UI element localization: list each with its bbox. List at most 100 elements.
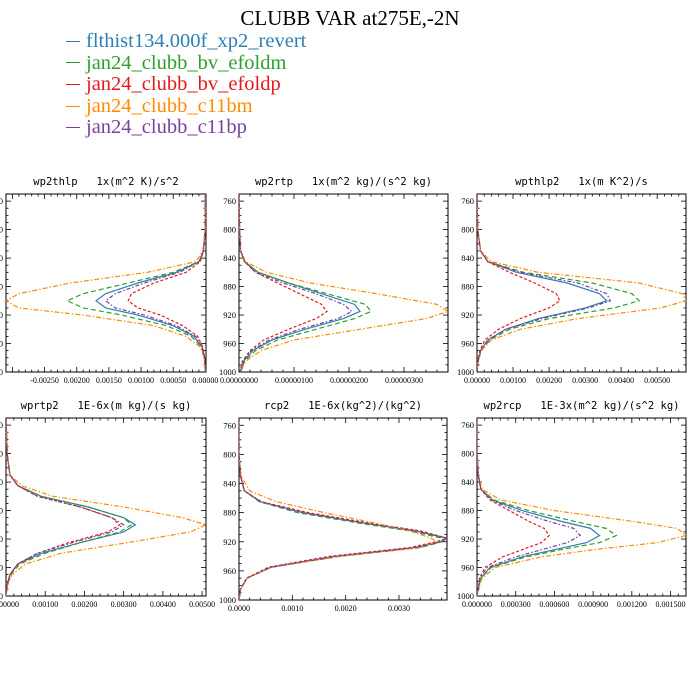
series-line xyxy=(6,418,133,596)
legend: flthist134.000f_xp2_revert jan24_clubb_bv… xyxy=(66,30,307,139)
x-tick-label: 0.00100 xyxy=(500,376,526,385)
plot-frame xyxy=(238,417,448,601)
plot-frame xyxy=(5,193,207,373)
y-tick-label: 840 xyxy=(223,479,236,489)
y-tick-label: 760 xyxy=(0,420,3,430)
panel-title: rcp2 1E-6x(kg^2)/(kg^2) xyxy=(264,400,422,412)
x-tick-label: 0.00000 xyxy=(464,376,490,385)
y-tick-label: 880 xyxy=(223,282,236,292)
legend-label: jan24_clubb_c11bm xyxy=(86,94,253,117)
x-tick-label: 0.001500 xyxy=(656,600,686,609)
x-tick-label: 0.00000 xyxy=(192,376,218,385)
legend-item: jan24_clubb_bv_efoldp xyxy=(66,73,306,96)
legend-line-icon xyxy=(66,40,80,42)
x-tick-label: 0.00200 xyxy=(71,600,97,609)
series-line xyxy=(239,194,361,372)
series-line xyxy=(239,194,353,372)
x-tick-label: 0.00300 xyxy=(572,376,598,385)
x-tick-label: 0.00200 xyxy=(536,376,562,385)
y-tick-label: 800 xyxy=(0,449,3,459)
x-tick-label: 0.00000200 xyxy=(330,376,368,385)
x-tick-label: 0.00500 xyxy=(189,600,215,609)
y-tick-label: 800 xyxy=(461,449,474,459)
x-tick-label: 0.00000000 xyxy=(220,376,258,385)
series-line xyxy=(239,418,447,600)
y-tick-label: 760 xyxy=(461,420,474,430)
legend-item: flthist134.000f_xp2_revert xyxy=(66,30,307,53)
y-tick-label: 1000 xyxy=(219,367,236,377)
y-tick-label: 960 xyxy=(0,339,3,349)
chart-panel: wprtp2 1E-6x(m kg)/(s kg) 760 800 840 880 920… xyxy=(0,400,215,609)
series-line xyxy=(477,194,608,372)
x-tick-label: 0.00400 xyxy=(608,376,634,385)
x-tick-label: 0.00300 xyxy=(111,600,137,609)
y-tick-label: 840 xyxy=(0,253,3,263)
y-tick-label: 960 xyxy=(223,566,236,576)
x-tick-label: 0.0000 xyxy=(228,604,250,613)
x-tick-label: 0.00100 xyxy=(128,376,154,385)
y-tick-label: 960 xyxy=(223,339,236,349)
page-title: CLUBB VAR at275E,-2N xyxy=(240,6,460,30)
panel-title: wp2thlp 1x(m^2 K)/s^2 xyxy=(33,176,178,188)
x-tick-label: 0.000600 xyxy=(539,600,569,609)
y-tick-label: 760 xyxy=(0,196,3,206)
plot-frame xyxy=(476,417,687,597)
series-line xyxy=(6,418,206,596)
series-line xyxy=(239,418,438,600)
series-line xyxy=(477,418,551,596)
plot-frame xyxy=(476,193,687,373)
y-tick-label: 800 xyxy=(223,449,236,459)
y-tick-label: 1000 xyxy=(0,591,3,601)
x-tick-label: 0.00400 xyxy=(150,600,176,609)
x-tick-label: -0.00250 xyxy=(30,376,59,385)
y-tick-label: 920 xyxy=(0,310,3,320)
series-line xyxy=(477,418,582,596)
series-line xyxy=(477,194,561,372)
y-tick-label: 880 xyxy=(461,282,474,292)
legend-label: jan24_clubb_c11bp xyxy=(86,116,247,139)
x-tick-label: 0.00000300 xyxy=(385,376,423,385)
series-line xyxy=(477,194,612,372)
y-tick-label: 960 xyxy=(461,563,474,573)
legend-line-icon xyxy=(66,62,80,64)
y-tick-label: 1000 xyxy=(0,367,3,377)
legend-item: jan24_clubb_bv_efoldm xyxy=(66,52,306,75)
y-tick-label: 800 xyxy=(0,225,3,235)
panel-title: wprtp2 1E-6x(m kg)/(s kg) xyxy=(21,400,192,412)
y-tick-label: 880 xyxy=(0,282,3,292)
series-line xyxy=(104,194,206,372)
series-line xyxy=(6,418,121,596)
panel-title: wp2rcp 1E-3x(m^2 kg)/(s^2 kg) xyxy=(484,400,680,412)
y-tick-label: 840 xyxy=(461,253,474,263)
x-tick-label: 0.0010 xyxy=(281,604,303,613)
y-tick-label: 960 xyxy=(461,339,474,349)
series-line xyxy=(239,194,448,372)
chart-panel: rcp2 1E-6x(kg^2)/(kg^2) 760 800 840 880 920 96… xyxy=(219,400,448,613)
y-tick-label: 880 xyxy=(223,508,236,518)
series-line xyxy=(239,418,447,600)
y-tick-label: 880 xyxy=(0,506,3,516)
panel-title: wpthlp2 1x(m K^2)/s xyxy=(515,176,648,188)
legend-label: flthist134.000f_xp2_revert xyxy=(86,30,307,52)
series-line xyxy=(477,194,686,372)
x-tick-label: 0.000000 xyxy=(462,600,492,609)
y-tick-label: 920 xyxy=(0,534,3,544)
x-tick-label: 0.000900 xyxy=(578,600,608,609)
y-tick-label: 840 xyxy=(0,477,3,487)
series-line xyxy=(477,418,686,596)
x-tick-label: 0.000300 xyxy=(501,600,531,609)
plot-frame xyxy=(238,193,449,373)
x-tick-label: 0.00000100 xyxy=(275,376,313,385)
chart-panel: wpthlp2 1x(m K^2)/s 760 800 840 880 920 960 100… xyxy=(457,176,687,385)
x-tick-label: 0.00050 xyxy=(160,376,186,385)
series-line xyxy=(6,418,137,596)
legend-label: jan24_clubb_bv_efoldp xyxy=(86,73,281,96)
series-line xyxy=(477,418,601,596)
series-line xyxy=(95,194,206,372)
series-line xyxy=(6,418,125,596)
y-tick-label: 760 xyxy=(223,420,236,430)
plot-frame xyxy=(5,417,207,597)
x-tick-label: 0.00500 xyxy=(644,376,670,385)
legend-line-icon xyxy=(66,105,80,107)
chart-panel: wp2thlp 1x(m^2 K)/s^2 760 800 840 880 920 960 1… xyxy=(0,176,218,385)
